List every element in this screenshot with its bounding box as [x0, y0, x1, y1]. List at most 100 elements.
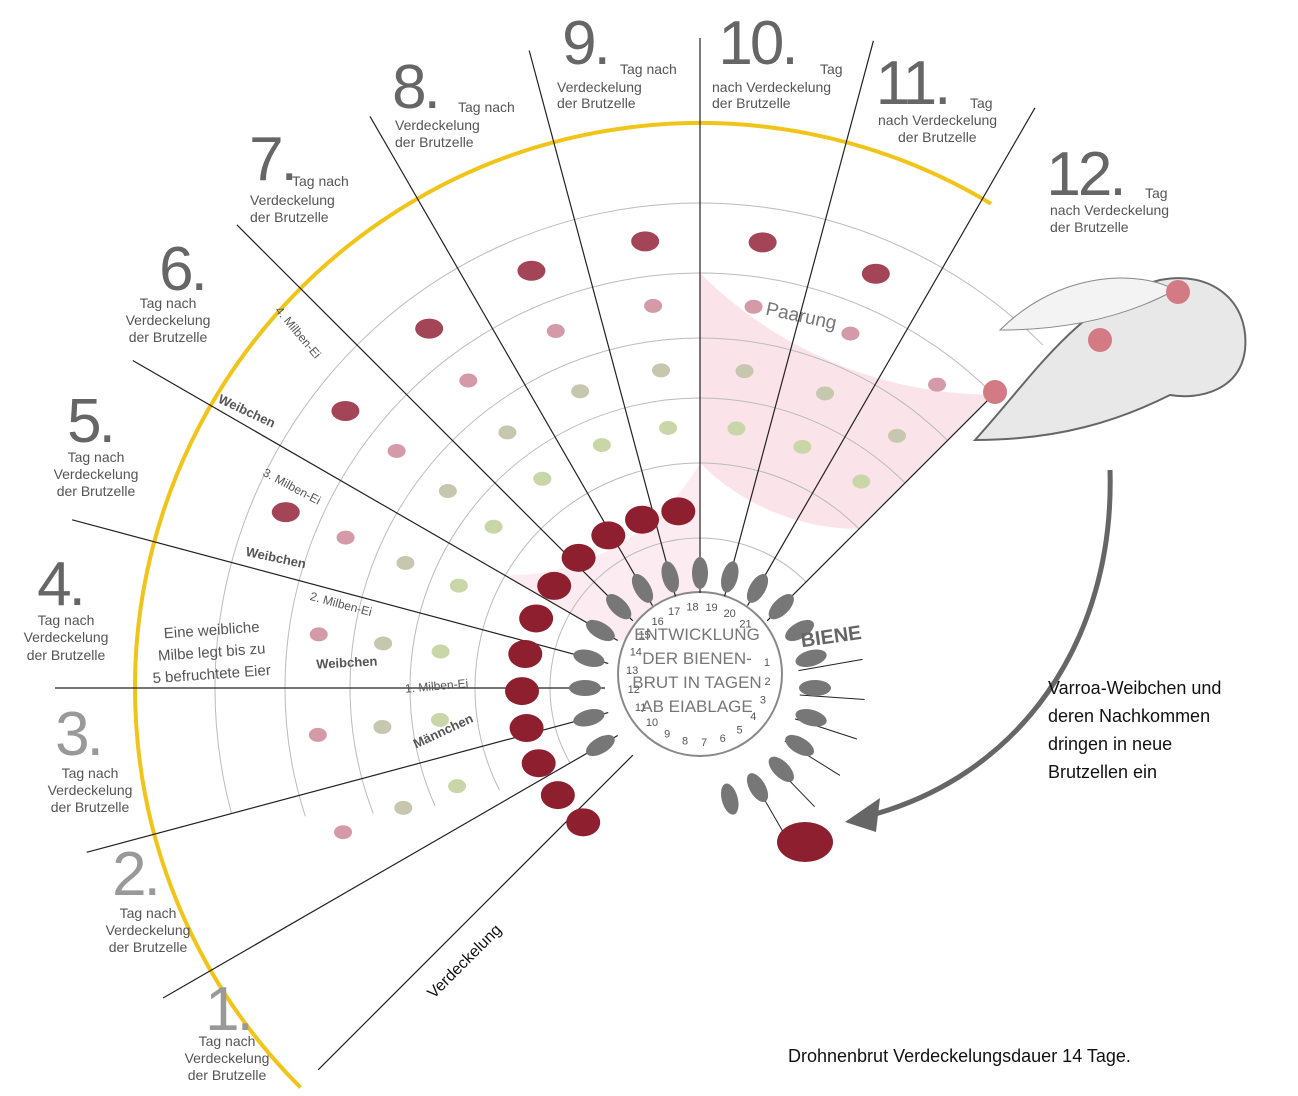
- day-text: Tag nach: [38, 612, 95, 628]
- egg: [498, 425, 516, 439]
- egg: [485, 520, 503, 534]
- day-text: Verdeckelung: [24, 629, 109, 645]
- day-text: Tag: [820, 61, 843, 77]
- mite: [517, 261, 545, 281]
- day-number: 11.: [876, 49, 949, 118]
- mite: [562, 544, 596, 572]
- inner-day: 20: [724, 608, 736, 620]
- mite: [625, 506, 659, 534]
- larva: [743, 571, 773, 607]
- ring-label: 4. Milben-Ei: [272, 304, 323, 362]
- egg: [337, 531, 355, 545]
- mite: [983, 380, 1007, 404]
- inner-day: 2: [765, 676, 771, 688]
- center-text: DER BIENEN-: [642, 649, 752, 668]
- mite: [777, 822, 833, 862]
- mite: [631, 231, 659, 251]
- center-text: ENTWICKLUNG: [634, 625, 760, 644]
- larva: [692, 557, 708, 589]
- egg-note: Eine weibliche: [163, 619, 260, 643]
- egg: [793, 440, 811, 454]
- day-number: 8.: [392, 53, 438, 122]
- day-number: 10.: [718, 9, 795, 78]
- footnote: Drohnenbrut Verdeckelungsdauer 14 Tage.: [788, 1046, 1131, 1066]
- egg: [547, 324, 565, 338]
- day-text: der Brutzelle: [712, 95, 791, 111]
- larva: [782, 731, 818, 761]
- mite: [415, 319, 443, 339]
- day-text: Tag nach: [199, 1033, 256, 1049]
- annotation: Varroa-Weibchen und: [1048, 678, 1221, 698]
- day-text: Tag nach: [140, 295, 197, 311]
- day-number: 9.: [562, 9, 608, 78]
- day-text: der Brutzelle: [109, 939, 188, 955]
- inner-day: 19: [705, 602, 717, 614]
- inner-day: 14: [630, 647, 642, 659]
- inner-day: 5: [737, 724, 743, 736]
- ring-label: Weibchen: [216, 391, 278, 430]
- mite: [862, 264, 890, 284]
- egg: [309, 728, 327, 742]
- egg: [373, 720, 391, 734]
- mite: [519, 604, 553, 632]
- mite: [591, 521, 625, 549]
- inner-day: 6: [720, 733, 726, 745]
- day-text: nach Verdeckelung: [1050, 202, 1169, 218]
- annotation: Brutzellen ein: [1048, 762, 1157, 782]
- center-text: BRUT IN TAGEN: [632, 673, 761, 692]
- day-number: 6.: [159, 235, 205, 304]
- larva: [764, 752, 798, 786]
- day-text: der Brutzelle: [250, 209, 329, 225]
- inner-day: 8: [682, 735, 688, 747]
- egg: [448, 779, 466, 793]
- egg: [439, 484, 457, 498]
- larva: [569, 680, 601, 696]
- tick: [800, 695, 865, 700]
- egg: [888, 429, 906, 443]
- egg: [388, 444, 406, 458]
- day-text: Verdeckelung: [557, 79, 642, 95]
- mating-label: Paarung: [764, 299, 839, 334]
- mite: [541, 781, 575, 809]
- mite: [749, 232, 777, 252]
- day-text: Verdeckelung: [250, 192, 335, 208]
- inner-day: 3: [760, 695, 766, 707]
- day-number: 4.: [37, 550, 83, 619]
- mite: [1166, 280, 1190, 304]
- ring-label: Weibchen: [244, 544, 307, 571]
- mite: [331, 401, 359, 421]
- egg-note: Milbe legt bis zu: [157, 640, 265, 664]
- ray: [133, 361, 618, 641]
- egg: [450, 579, 468, 593]
- mite: [537, 572, 571, 600]
- day-text: Tag nach: [292, 173, 349, 189]
- day-number: 7.: [249, 125, 295, 194]
- day-text: der Brutzelle: [188, 1067, 267, 1083]
- inner-day: 18: [686, 601, 698, 613]
- egg: [396, 556, 414, 570]
- day-text: Tag nach: [458, 99, 515, 115]
- inner-day: 7: [701, 737, 707, 749]
- ring-label: 1. Milben-Ei: [404, 676, 468, 695]
- mite: [272, 502, 300, 522]
- ring-label: 2. Milben-Ei: [309, 589, 374, 619]
- egg: [841, 327, 859, 341]
- inner-day: 1: [764, 657, 770, 669]
- day-text: der Brutzelle: [395, 134, 474, 150]
- day-text: der Brutzelle: [1050, 219, 1129, 235]
- larva: [743, 770, 773, 806]
- egg: [394, 801, 412, 815]
- ray: [163, 736, 618, 999]
- larva: [571, 706, 606, 730]
- day-number: 5.: [67, 387, 113, 456]
- egg: [432, 645, 450, 659]
- egg: [533, 472, 551, 486]
- day-text: der Brutzelle: [129, 329, 208, 345]
- egg: [745, 300, 763, 314]
- day-text: Verdeckelung: [126, 312, 211, 328]
- day-text: Tag nach: [620, 61, 677, 77]
- day-text: Tag nach: [120, 905, 177, 921]
- day-text: der Brutzelle: [557, 95, 636, 111]
- egg: [644, 299, 662, 313]
- mite: [661, 497, 695, 525]
